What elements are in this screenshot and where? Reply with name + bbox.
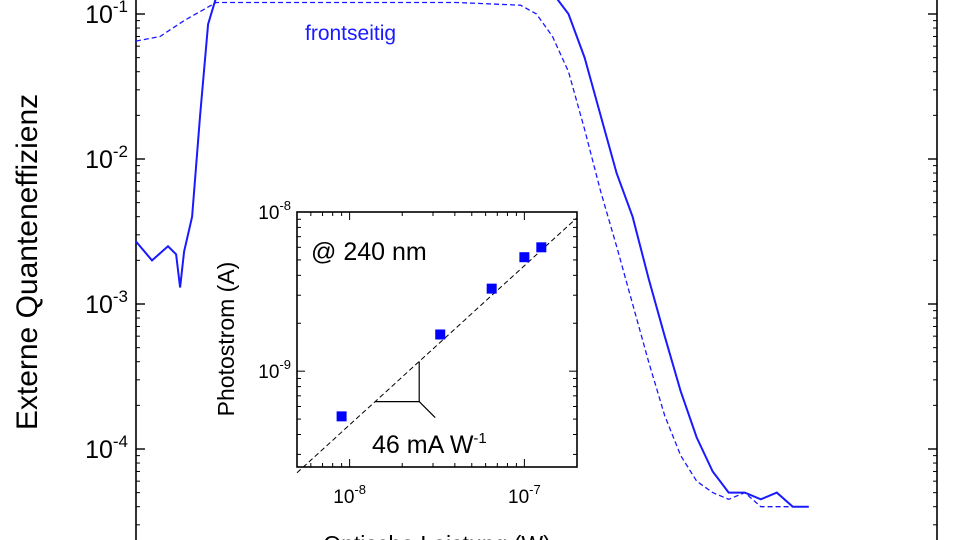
inset-y-tick-label: 10-8: [258, 198, 291, 224]
frontseitig-annotation: frontseitig: [305, 22, 396, 45]
main-y-axis-label: Externe Quanteneffizienz: [11, 94, 44, 430]
inset-data-point: [486, 283, 497, 294]
inset-ticks: 10-8 10-7 10-9 10-8: [258, 198, 577, 508]
inset-fit-line: [296, 217, 578, 474]
inset-plot: 10-8 10-7 10-9 10-8 Photostrom (A) Optische…: [213, 198, 578, 540]
main-series-line: [135, 0, 809, 508]
inset-x-tick-label: 10-7: [508, 482, 541, 508]
inset-y-axis-label: Photostrom (A): [213, 262, 239, 417]
inset-y-tick-label: 10-9: [258, 357, 291, 383]
inset-frame: [296, 211, 578, 468]
wavelength-annotation: @ 240 nm: [311, 238, 427, 266]
inset-data-point: [519, 252, 530, 263]
slope-pointer: [418, 401, 436, 419]
inset-x-axis-label: Optische Leistung (W): [323, 531, 551, 540]
inset-data-point: [435, 329, 446, 340]
main-plot: 10-1 10-2 10-3 10-4 Externe Quanteneffizien…: [11, 0, 938, 540]
inset-data-point: [536, 242, 547, 253]
frontseitig-series-line: [135, 1, 793, 508]
y-tick-label: 10-2: [85, 142, 128, 174]
main-y-ticks: 10-1 10-2 10-3 10-4: [85, 0, 937, 526]
inset-series: [296, 217, 578, 474]
inset-x-tick-label: 10-8: [333, 482, 366, 508]
inset-data-point: [336, 411, 347, 422]
y-tick-label: 10-3: [85, 287, 128, 319]
responsivity-annotation: 46 mA W-1: [372, 430, 487, 459]
y-tick-label: 10-1: [85, 0, 128, 29]
main-series: [135, 0, 809, 508]
y-tick-label: 10-4: [85, 432, 128, 464]
